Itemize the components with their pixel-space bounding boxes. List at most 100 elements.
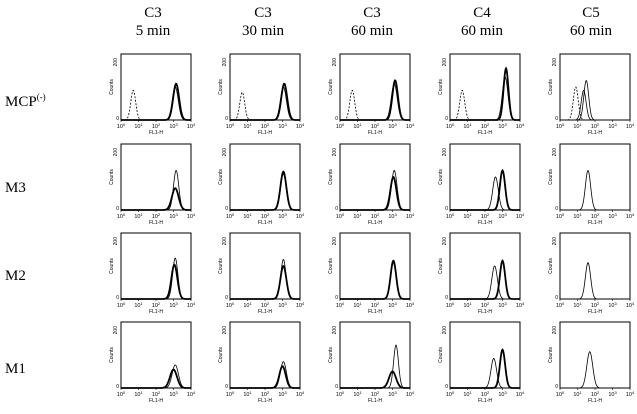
column-header-2: C3 30 min xyxy=(218,4,308,40)
histogram-trace-thin xyxy=(450,265,520,300)
x-tick-exponent: 2 xyxy=(158,390,161,395)
column-time: 5 min xyxy=(135,23,171,39)
x-tick-label: 103 xyxy=(498,390,507,398)
x-tick-label: 100 xyxy=(336,212,345,220)
plot-frame xyxy=(449,53,521,121)
x-tick-exponent: 3 xyxy=(175,301,178,306)
histogram-trace-thin xyxy=(121,86,191,121)
y-tick-label: 0 xyxy=(555,206,558,212)
y-axis-label: Counts xyxy=(109,347,115,363)
x-tick-exponent: 1 xyxy=(249,301,252,306)
x-tick-label: 103 xyxy=(278,301,287,309)
x-tick-label: 101 xyxy=(463,122,472,130)
x-tick-exponent: 1 xyxy=(140,122,143,127)
histogram-trace-thick xyxy=(450,348,520,389)
x-tick-exponent: 1 xyxy=(579,390,582,395)
x-tick-exponent: 3 xyxy=(614,122,617,127)
plot-frame xyxy=(229,143,301,211)
x-tick-label: 103 xyxy=(388,122,397,130)
x-tick-exponent: 4 xyxy=(302,122,305,127)
x-tick-label: 104 xyxy=(187,390,196,398)
y-tick-label: 200 xyxy=(113,237,119,246)
plot-frame xyxy=(449,143,521,211)
x-tick-label: 103 xyxy=(169,390,178,398)
x-tick-label: 104 xyxy=(626,390,635,398)
x-tick-exponent: 0 xyxy=(562,390,565,395)
x-tick-exponent: 1 xyxy=(469,122,472,127)
plot-frame xyxy=(339,232,411,300)
x-tick-exponent: 1 xyxy=(359,390,362,395)
x-tick-label: 104 xyxy=(516,212,525,220)
x-tick-exponent: 0 xyxy=(123,122,126,127)
x-tick-label: 101 xyxy=(353,122,362,130)
x-tick-label: 102 xyxy=(591,301,600,309)
x-tick-exponent: 4 xyxy=(302,301,305,306)
y-tick-label: 0 xyxy=(225,116,228,122)
x-tick-exponent: 4 xyxy=(632,301,635,306)
x-tick-exponent: 2 xyxy=(377,301,380,306)
x-tick-exponent: 4 xyxy=(412,122,415,127)
x-tick-exponent: 2 xyxy=(597,212,600,217)
histogram-trace-dashed xyxy=(560,86,630,121)
x-tick-label: 103 xyxy=(388,212,397,220)
x-tick-exponent: 1 xyxy=(249,122,252,127)
x-tick-exponent: 3 xyxy=(394,212,397,217)
histogram-trace-thin xyxy=(340,344,410,389)
x-tick-label: 100 xyxy=(117,301,126,309)
x-tick-label: 103 xyxy=(278,122,287,130)
x-tick-label: 102 xyxy=(481,122,490,130)
histogram-trace-thick xyxy=(121,368,191,389)
y-axis-label: Counts xyxy=(109,79,115,95)
x-tick-exponent: 3 xyxy=(394,390,397,395)
column-header-1: C3 5 min xyxy=(108,4,198,40)
histogram-trace-thin xyxy=(560,262,630,300)
x-axis-label: FL1-H xyxy=(258,220,272,226)
histogram-trace-thick xyxy=(230,82,300,121)
x-tick-label: 100 xyxy=(446,301,455,309)
x-axis-label: FL1-H xyxy=(588,220,602,226)
y-tick-label: 0 xyxy=(335,116,338,122)
histogram-trace-thick xyxy=(340,259,410,300)
histogram-trace-thin xyxy=(560,169,630,211)
x-axis-label: FL1-H xyxy=(588,130,602,136)
y-tick-label: 200 xyxy=(113,326,119,335)
column-reagent: C3 xyxy=(254,5,272,21)
y-axis-label: Counts xyxy=(548,79,554,95)
y-tick-label: 200 xyxy=(332,58,338,67)
x-tick-exponent: 0 xyxy=(452,390,455,395)
y-tick-label: 200 xyxy=(222,326,228,335)
y-tick-label: 0 xyxy=(225,384,228,390)
x-tick-exponent: 2 xyxy=(267,390,270,395)
x-tick-exponent: 2 xyxy=(487,301,490,306)
y-axis-label: Counts xyxy=(438,169,444,185)
row-label-mcp: MCP(-) xyxy=(5,92,46,111)
y-axis-label: Counts xyxy=(218,347,224,363)
x-tick-exponent: 4 xyxy=(632,212,635,217)
x-axis-label: FL1-H xyxy=(478,309,492,315)
x-tick-exponent: 0 xyxy=(342,122,345,127)
histogram-trace-thin xyxy=(230,86,300,121)
x-tick-label: 104 xyxy=(406,212,415,220)
x-tick-label: 101 xyxy=(573,212,582,220)
x-axis-label: FL1-H xyxy=(588,309,602,315)
x-tick-label: 102 xyxy=(481,301,490,309)
x-tick-exponent: 0 xyxy=(123,390,126,395)
x-tick-label: 104 xyxy=(296,122,305,130)
x-tick-exponent: 4 xyxy=(522,122,525,127)
x-axis-label: FL1-H xyxy=(258,398,272,404)
x-tick-exponent: 1 xyxy=(249,212,252,217)
x-tick-label: 100 xyxy=(556,390,565,398)
y-tick-label: 200 xyxy=(113,148,119,157)
x-axis-label: FL1-H xyxy=(258,130,272,136)
x-tick-label: 100 xyxy=(336,301,345,309)
x-axis-label: FL1-H xyxy=(258,309,272,315)
x-tick-label: 104 xyxy=(626,212,635,220)
x-tick-exponent: 3 xyxy=(504,390,507,395)
x-tick-exponent: 0 xyxy=(562,122,565,127)
x-tick-label: 101 xyxy=(463,301,472,309)
y-axis-label: Counts xyxy=(328,258,334,274)
x-tick-label: 101 xyxy=(243,390,252,398)
